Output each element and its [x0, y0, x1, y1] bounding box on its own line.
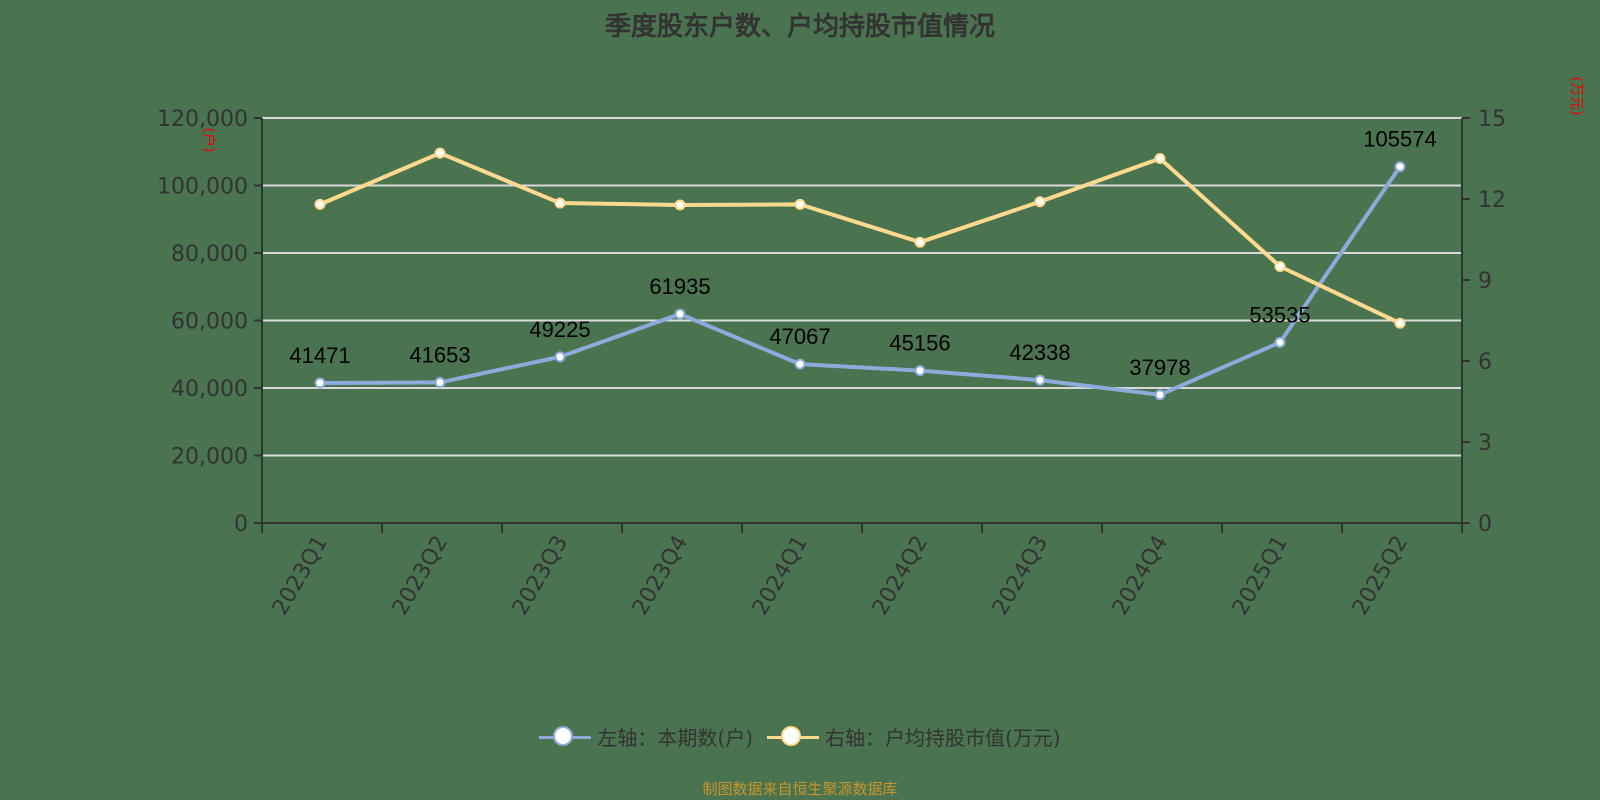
legend-marker-blue-icon [539, 725, 592, 749]
right-tick-label: 3 [1478, 431, 1492, 456]
right-tick-label: 6 [1478, 350, 1492, 375]
data-label: 45156 [889, 331, 950, 356]
data-label: 47067 [769, 324, 830, 349]
right-tick-label: 12 [1478, 188, 1506, 213]
data-point [914, 365, 926, 377]
legend: 左轴：本期数(户) 右轴：户均持股市值(万元) [0, 722, 1600, 751]
chart-title: 季度股东户数、户均持股市值情况 [604, 12, 995, 42]
data-point [1394, 161, 1406, 173]
legend-item-households[interactable]: 左轴：本期数(户) [539, 722, 753, 751]
data-point [554, 351, 566, 363]
right-tick-label: 9 [1478, 269, 1492, 294]
left-tick-label: 100,000 [157, 175, 248, 200]
data-point [314, 377, 326, 389]
x-tick-label: 2025Q2 [1348, 532, 1413, 620]
series-line [319, 151, 1401, 326]
data-label: 41471 [289, 343, 350, 368]
data-point [1274, 336, 1286, 348]
data-label: 42338 [1009, 340, 1070, 365]
data-point [794, 358, 806, 370]
data-point [1274, 261, 1286, 272]
legend-marker-yellow-icon [767, 725, 819, 749]
left-tick-label: 20,000 [171, 445, 248, 470]
data-label: 53535 [1249, 302, 1310, 327]
data-point [674, 199, 686, 211]
x-tick-label: 2024Q4 [1108, 532, 1173, 620]
data-label: 41653 [409, 342, 470, 367]
right-axis-unit: (万元) [1568, 77, 1584, 116]
left-axis-unit: (户) [200, 128, 217, 153]
data-point [314, 198, 326, 210]
left-tick-label: 0 [234, 512, 248, 537]
data-source-footer: 制图数据来自恒生聚源数据库 [702, 780, 898, 798]
data-point [1154, 153, 1166, 164]
x-tick-label: 2023Q1 [268, 532, 333, 620]
legend-item-avg-value[interactable]: 右轴：户均持股市值(万元) [767, 722, 1061, 751]
series-line [319, 165, 1402, 397]
data-point [794, 198, 806, 210]
left-tick-label: 60,000 [171, 310, 248, 335]
right-tick-label: 0 [1478, 512, 1492, 537]
legend-label: 右轴：户均持股市值(万元) [825, 726, 1061, 750]
x-tick-label: 2023Q2 [388, 532, 453, 620]
data-point [1394, 317, 1406, 329]
data-point [434, 147, 446, 159]
data-label: 61935 [649, 274, 710, 299]
data-point [674, 308, 686, 320]
data-label: 49225 [529, 317, 590, 342]
data-label: 105574 [1363, 127, 1436, 152]
x-tick-label: 2023Q4 [628, 532, 693, 620]
data-point [1034, 374, 1046, 386]
left-tick-label: 80,000 [171, 242, 248, 267]
legend-label: 左轴：本期数(户) [597, 726, 753, 750]
left-tick-label: 120,000 [157, 107, 248, 132]
data-label: 37978 [1129, 355, 1190, 380]
left-tick-label: 40,000 [171, 377, 248, 402]
data-point [434, 376, 446, 388]
x-tick-label: 2024Q2 [868, 532, 933, 620]
data-point [554, 197, 566, 209]
x-tick-label: 2024Q1 [748, 532, 813, 620]
data-point [1154, 389, 1166, 401]
x-tick-label: 2025Q1 [1228, 532, 1293, 620]
data-point [1034, 196, 1046, 208]
x-tick-label: 2024Q3 [988, 532, 1053, 620]
x-tick-label: 2023Q3 [508, 532, 573, 620]
data-point [914, 236, 926, 248]
right-tick-label: 15 [1478, 107, 1506, 132]
